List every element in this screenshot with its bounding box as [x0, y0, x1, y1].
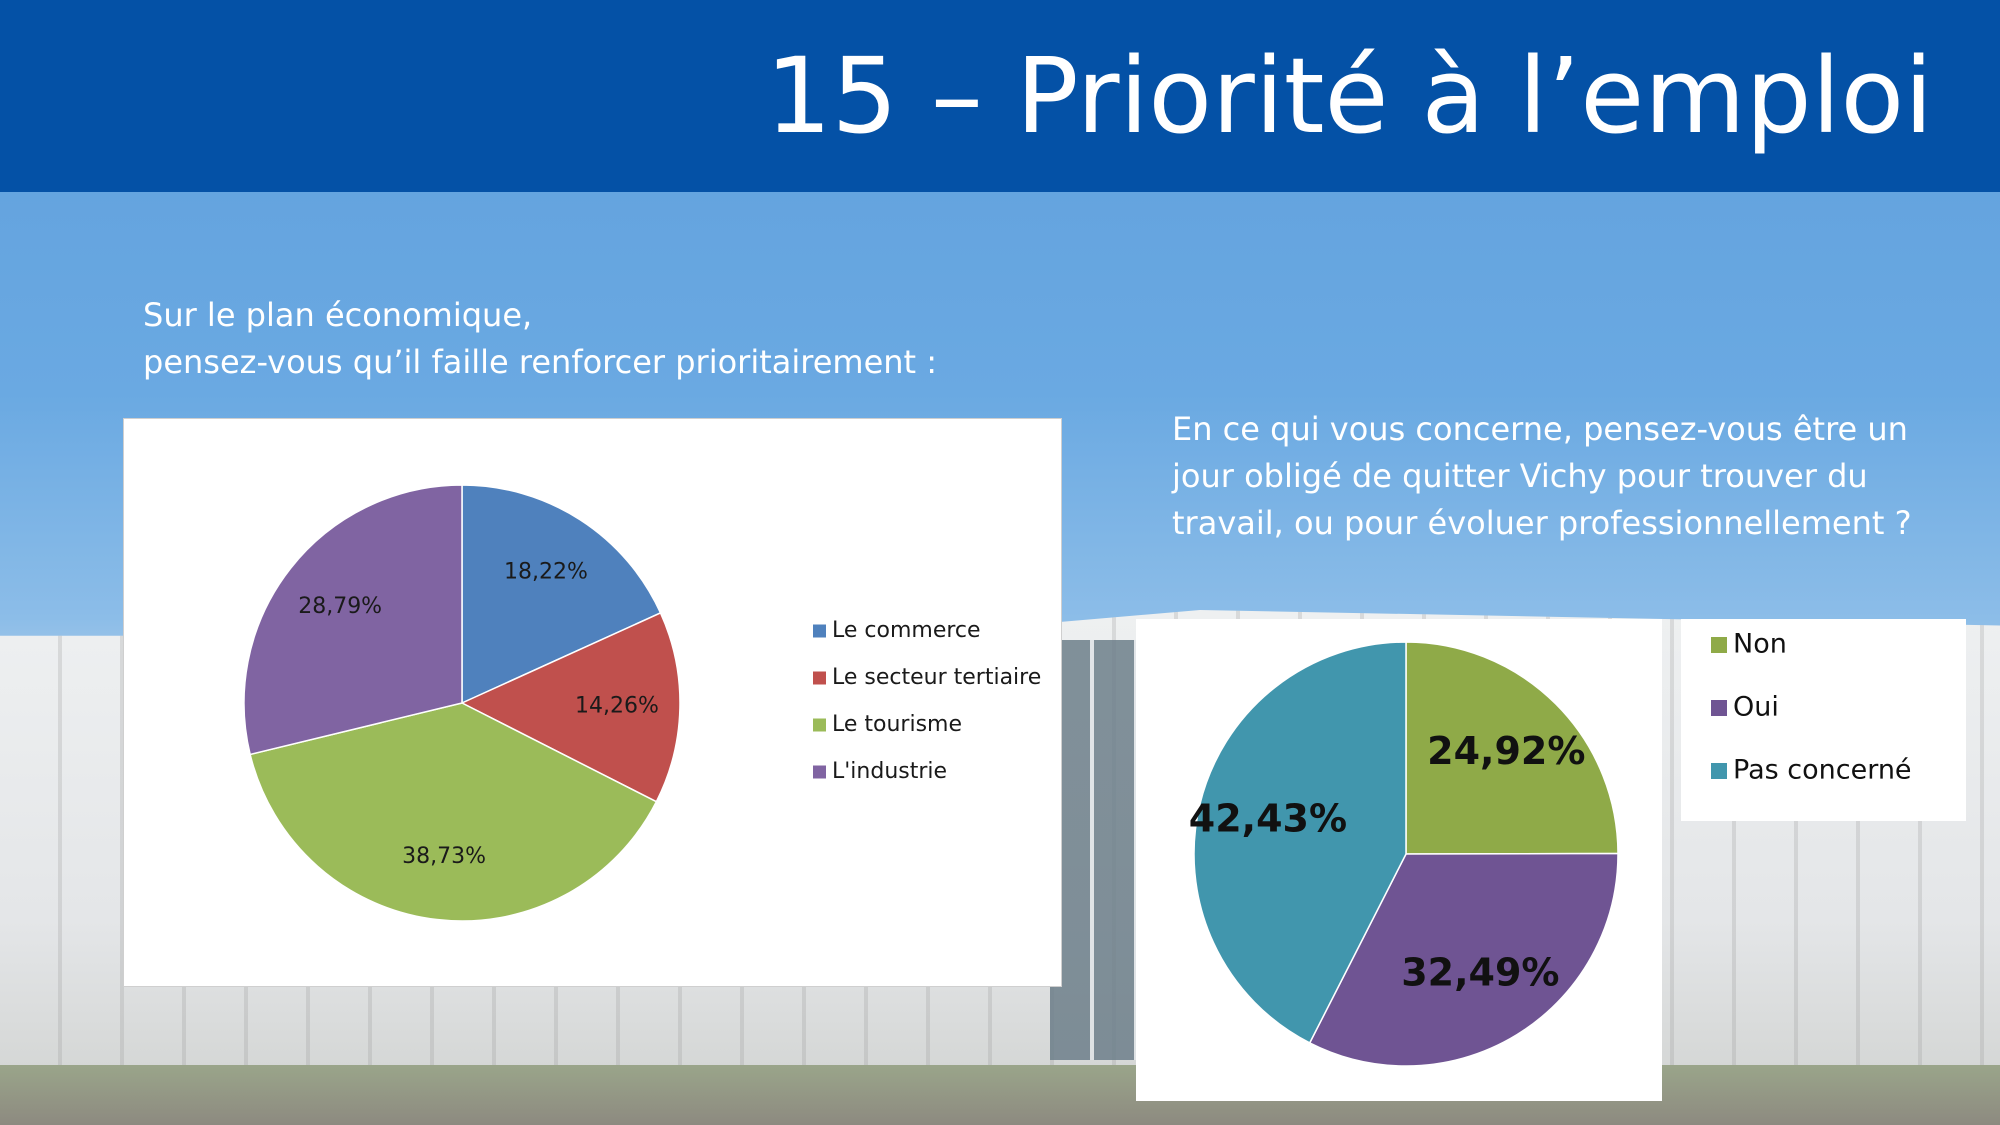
question-1-line-1: Sur le plan économique,	[143, 296, 533, 334]
background-ground	[0, 1065, 2000, 1125]
chart-2-legend-swatch-non	[1711, 637, 1727, 653]
chart-1-data-label-le-commerce: 18,22%	[504, 560, 588, 585]
chart-1-data-label-le-secteur-tertiaire: 14,26%	[575, 693, 659, 718]
chart-1-legend-swatch-le-tourisme	[813, 718, 826, 732]
chart-1-slice-le-secteur-tertiaire	[460, 611, 681, 803]
question-2: En ce qui vous concerne, pensez-vous êtr…	[1172, 406, 1962, 547]
chart-2-slice-oui	[1308, 852, 1619, 1067]
chart-1-legend-swatch-l-industrie	[813, 765, 826, 779]
chart-2-data-label-oui: 32,49%	[1401, 950, 1559, 994]
chart-1-slice-l-industrie	[243, 484, 463, 756]
question-1: Sur le plan économique, pensez-vous qu’i…	[143, 292, 1043, 386]
chart-2-legend-label-oui: Oui	[1733, 692, 1779, 723]
chart-1-data-label-l-industrie: 28,79%	[298, 594, 382, 619]
chart-1-legend-label-l-industrie: L'industrie	[832, 759, 947, 784]
chart-1-slice-le-tourisme	[249, 702, 658, 922]
chart-2-slice-pas-concerne	[1193, 641, 1407, 1044]
question-1-line-2: pensez-vous qu’il faille renforcer prior…	[143, 343, 938, 381]
chart-2-legend: Non Oui Pas concerné	[1711, 629, 1912, 786]
question-2-line-1: En ce qui vous concerne, pensez-vous êtr…	[1172, 410, 1908, 448]
chart-2-slice-non	[1405, 641, 1619, 855]
chart-2-legend-swatch-pas-concerne	[1711, 763, 1727, 779]
chart-2-legend-label-non: Non	[1733, 629, 1787, 660]
chart-1-legend-label-le-commerce: Le commerce	[832, 618, 981, 643]
chart-2-legend-panel: Non Oui Pas concerné	[1681, 619, 1966, 821]
background-glass-facade	[1050, 640, 1150, 1060]
chart-2-legend-swatch-oui	[1711, 700, 1727, 716]
chart-2-panel: 24,92% 32,49% 42,43%	[1136, 619, 1662, 1101]
chart-1-legend-swatch-le-commerce	[813, 624, 826, 638]
chart-1-legend-label-le-tourisme: Le tourisme	[832, 712, 962, 737]
page-title: 15 – Priorité à l’emploi	[765, 35, 1933, 157]
header-bar: 15 – Priorité à l’emploi	[0, 0, 2000, 192]
chart-2: 24,92% 32,49% 42,43%	[1189, 641, 1619, 1067]
chart-2-data-label-pas-concerne: 42,43%	[1189, 796, 1347, 840]
chart-1-panel: 18,22% 14,26% 38,73% 28,79% Le commerce Le s…	[124, 419, 1061, 986]
question-2-line-2: jour obligé de quitter Vichy pour trouve…	[1172, 457, 1868, 495]
chart-1-legend-label-le-secteur-tertiaire: Le secteur tertiaire	[832, 665, 1041, 690]
chart-1-slice-le-commerce	[461, 484, 662, 705]
chart-1: 18,22% 14,26% 38,73% 28,79% Le commerce Le s…	[243, 484, 1041, 922]
chart-1-data-label-le-tourisme: 38,73%	[402, 844, 486, 869]
question-2-line-3: travail, ou pour évoluer professionnelle…	[1172, 504, 1912, 542]
chart-1-legend-swatch-le-secteur-tertiaire	[813, 671, 826, 685]
chart-2-legend-label-pas-concerne: Pas concerné	[1733, 755, 1912, 786]
chart-2-data-label-non: 24,92%	[1427, 729, 1585, 773]
